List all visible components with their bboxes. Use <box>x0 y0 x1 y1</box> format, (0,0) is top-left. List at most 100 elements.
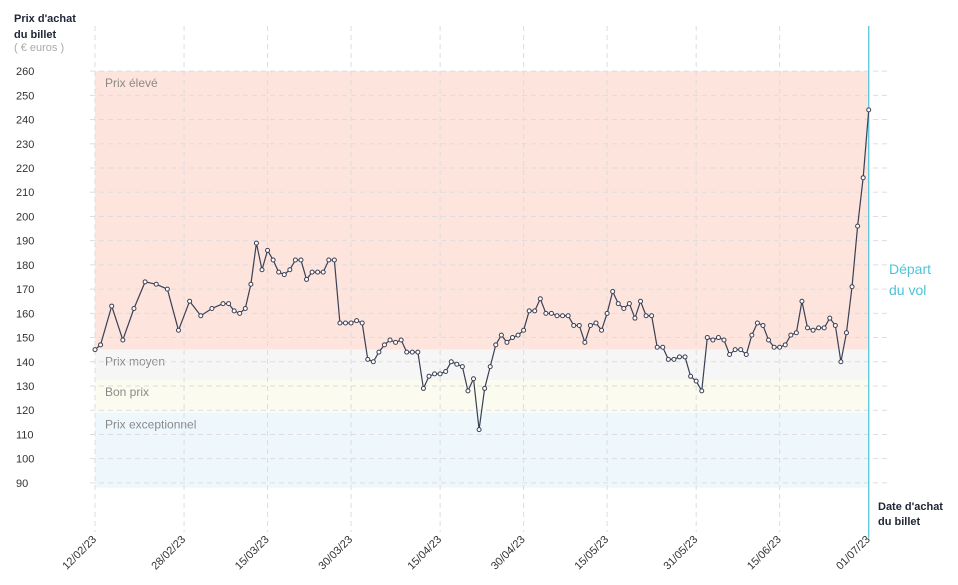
point <box>292 257 298 263</box>
point <box>187 298 193 304</box>
y-tick-label: 200 <box>16 211 34 223</box>
point <box>398 337 404 343</box>
point <box>387 337 393 343</box>
point <box>810 327 816 333</box>
point <box>860 175 866 181</box>
point <box>131 305 137 311</box>
x-tick-label: 28/02/23 <box>149 534 188 573</box>
point <box>832 322 838 328</box>
point <box>175 327 181 333</box>
point <box>604 310 610 316</box>
point <box>437 371 443 377</box>
point <box>404 349 410 355</box>
point <box>626 301 632 307</box>
point <box>309 269 315 275</box>
zone-label: Prix élevé <box>105 76 158 90</box>
point <box>710 337 716 343</box>
point <box>649 313 655 319</box>
y-tick-label: 90 <box>16 478 28 490</box>
point <box>248 281 254 287</box>
point <box>788 332 794 338</box>
point <box>365 356 371 362</box>
point <box>766 337 772 343</box>
point <box>571 322 577 328</box>
point <box>743 352 749 358</box>
point <box>287 267 293 273</box>
y-unit: ( € euros ) <box>14 42 64 54</box>
x-title: du billet <box>878 516 921 528</box>
point <box>515 332 521 338</box>
y-tick-label: 160 <box>16 308 34 320</box>
point <box>376 349 382 355</box>
point <box>370 359 376 365</box>
point <box>226 301 232 307</box>
point <box>487 364 493 370</box>
point <box>420 385 426 391</box>
point <box>198 313 204 319</box>
y-title: Prix d'achat <box>14 13 76 25</box>
point <box>754 320 760 326</box>
point <box>715 335 721 341</box>
point <box>526 308 532 314</box>
point <box>253 240 259 246</box>
point <box>621 305 627 311</box>
x-title: Date d'achat <box>878 501 943 513</box>
point <box>459 364 465 370</box>
point <box>771 344 777 350</box>
point <box>793 330 799 336</box>
x-tick-label: 15/05/23 <box>572 534 611 573</box>
y-tick-label: 260 <box>16 66 34 78</box>
point <box>426 373 432 379</box>
point <box>476 427 482 433</box>
point <box>693 378 699 384</box>
point <box>220 301 226 307</box>
point <box>682 354 688 360</box>
point <box>654 344 660 350</box>
zone <box>95 412 869 488</box>
point <box>777 344 783 350</box>
point <box>699 388 705 394</box>
point <box>493 342 499 348</box>
x-tick-label: 30/03/23 <box>316 534 355 573</box>
y-tick-label: 180 <box>16 260 34 272</box>
y-tick-label: 140 <box>16 357 34 369</box>
point <box>593 320 599 326</box>
point <box>326 257 332 263</box>
y-tick-label: 170 <box>16 284 34 296</box>
departure-label: Départ <box>889 261 931 277</box>
x-tick-label: 12/02/23 <box>60 534 99 573</box>
point <box>548 310 554 316</box>
point <box>337 320 343 326</box>
point <box>342 320 348 326</box>
point <box>331 257 337 263</box>
point <box>482 385 488 391</box>
point <box>782 342 788 348</box>
point <box>543 310 549 316</box>
point <box>760 322 766 328</box>
point <box>843 330 849 336</box>
point <box>509 335 515 341</box>
point <box>304 276 310 282</box>
x-tick-label: 15/06/23 <box>745 534 784 573</box>
point <box>504 339 510 345</box>
point <box>721 337 727 343</box>
point <box>660 344 666 350</box>
point <box>498 332 504 338</box>
point <box>415 349 421 355</box>
point <box>359 320 365 326</box>
zone <box>95 349 869 380</box>
point <box>732 347 738 353</box>
point <box>320 269 326 275</box>
point <box>838 359 844 365</box>
point <box>582 339 588 345</box>
point <box>120 337 126 343</box>
x-tick-label: 30/04/23 <box>489 534 528 573</box>
point <box>259 267 265 273</box>
point <box>465 388 471 394</box>
departure-label: du vol <box>889 282 926 298</box>
point <box>632 315 638 321</box>
point <box>665 356 671 362</box>
point <box>276 269 282 275</box>
point <box>638 298 644 304</box>
